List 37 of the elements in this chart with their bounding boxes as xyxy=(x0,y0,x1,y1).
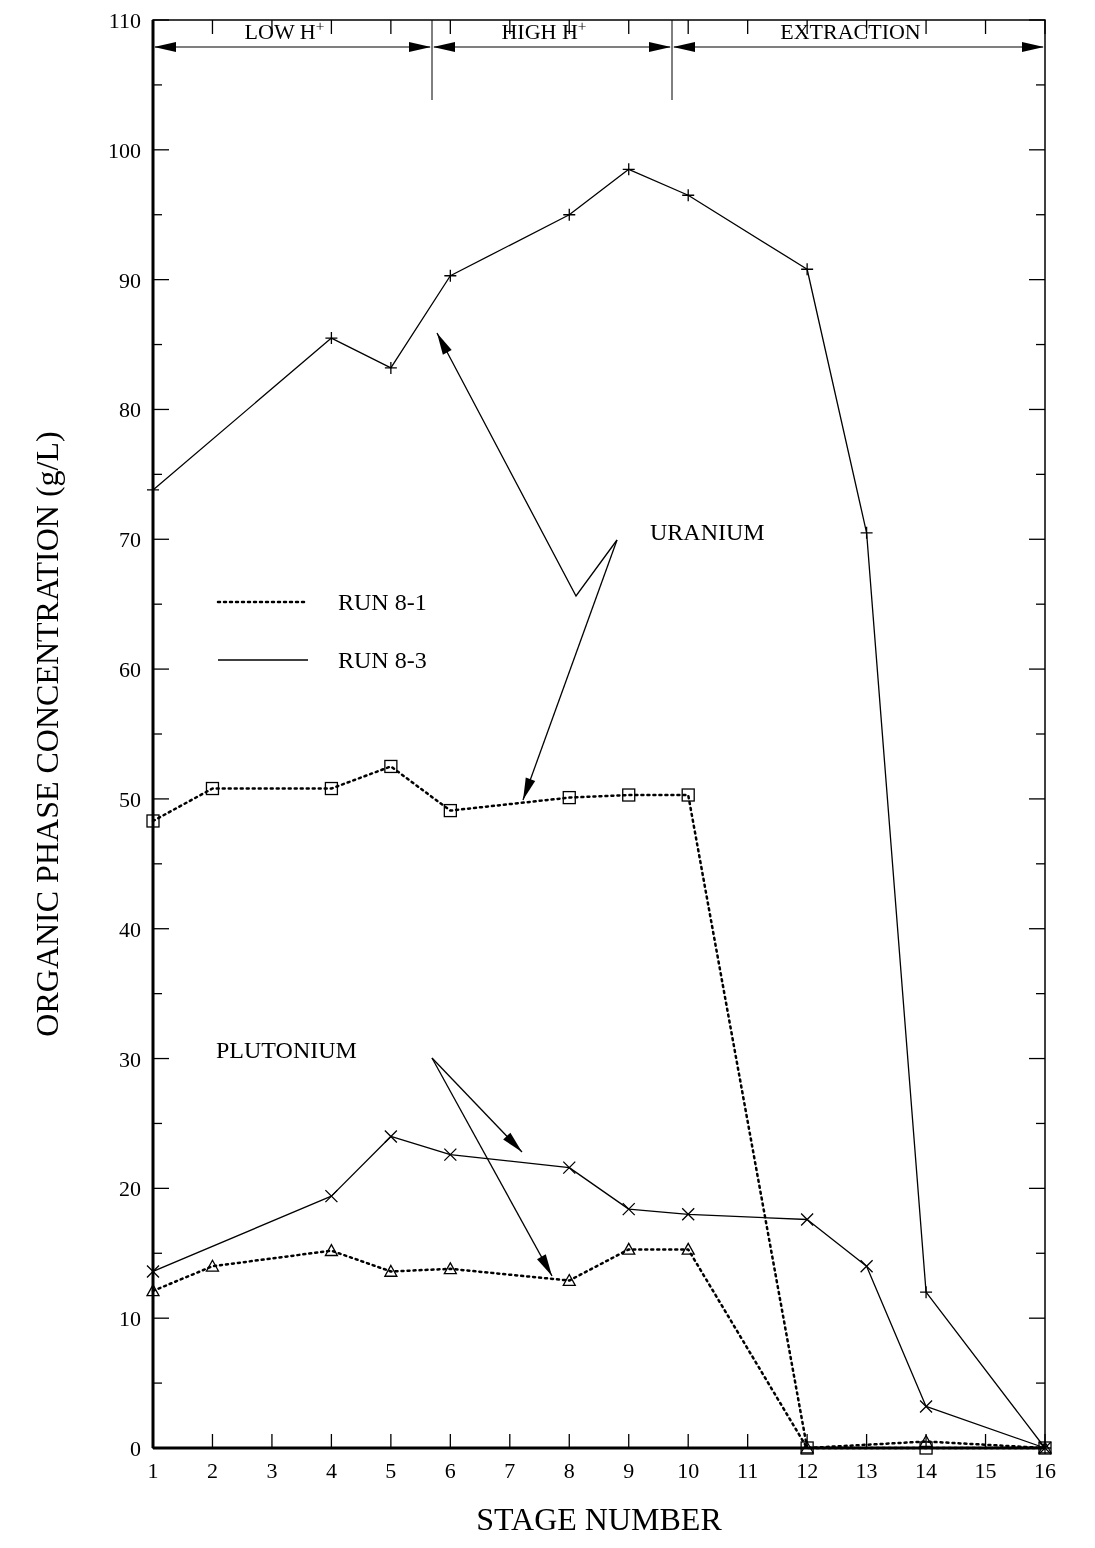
x-tick-label: 14 xyxy=(915,1458,938,1483)
annotation: LOW H$^{+}$ xyxy=(244,16,325,44)
y-tick-label: 70 xyxy=(119,527,141,553)
y-tick-label: 50 xyxy=(119,786,141,812)
y-tick-label: 20 xyxy=(119,1176,141,1202)
x-tick-label: 13 xyxy=(855,1458,878,1483)
x-tick-label: 1 xyxy=(147,1458,159,1483)
y-tick-label: 10 xyxy=(119,1306,141,1332)
x-tick-label: 8 xyxy=(563,1458,575,1483)
y-tick-label: 110 xyxy=(108,8,141,33)
x-tick-label: 15 xyxy=(974,1458,997,1483)
y-tick-label: 40 xyxy=(119,916,141,942)
y-tick-label: 100 xyxy=(108,137,141,163)
y-tick-label: 0 xyxy=(130,1436,141,1461)
y-tick-label: 60 xyxy=(119,657,141,683)
annotation: HIGH H$^{+}$ xyxy=(501,16,587,44)
x-tick-label: 5 xyxy=(385,1458,397,1483)
x-axis-title: STAGE NUMBER xyxy=(476,1501,723,1537)
legend-label: RUN 8-1 xyxy=(338,589,427,615)
annotation: EXTRACTION xyxy=(780,19,921,44)
annotation: PLUTONIUM xyxy=(216,1037,357,1063)
annotation: URANIUM xyxy=(650,519,765,545)
x-tick-label: 9 xyxy=(623,1458,635,1483)
x-tick-label: 6 xyxy=(444,1458,456,1483)
y-tick-label: 90 xyxy=(119,267,141,293)
y-tick-label: 30 xyxy=(119,1046,141,1072)
y-axis-title: ORGANIC PHASE CONCENTRATION (g/L) xyxy=(29,431,65,1037)
x-tick-label: 2 xyxy=(206,1458,218,1483)
legend-label: RUN 8-3 xyxy=(338,647,427,673)
x-tick-label: 10 xyxy=(677,1458,700,1483)
y-tick-label: 80 xyxy=(119,397,141,423)
x-tick-label: 12 xyxy=(796,1458,819,1483)
x-tick-label: 4 xyxy=(325,1458,337,1483)
x-tick-label: 11 xyxy=(737,1458,759,1483)
x-tick-label: 3 xyxy=(266,1458,278,1483)
x-tick-label: 16 xyxy=(1034,1458,1056,1483)
x-tick-label: 7 xyxy=(504,1458,516,1483)
